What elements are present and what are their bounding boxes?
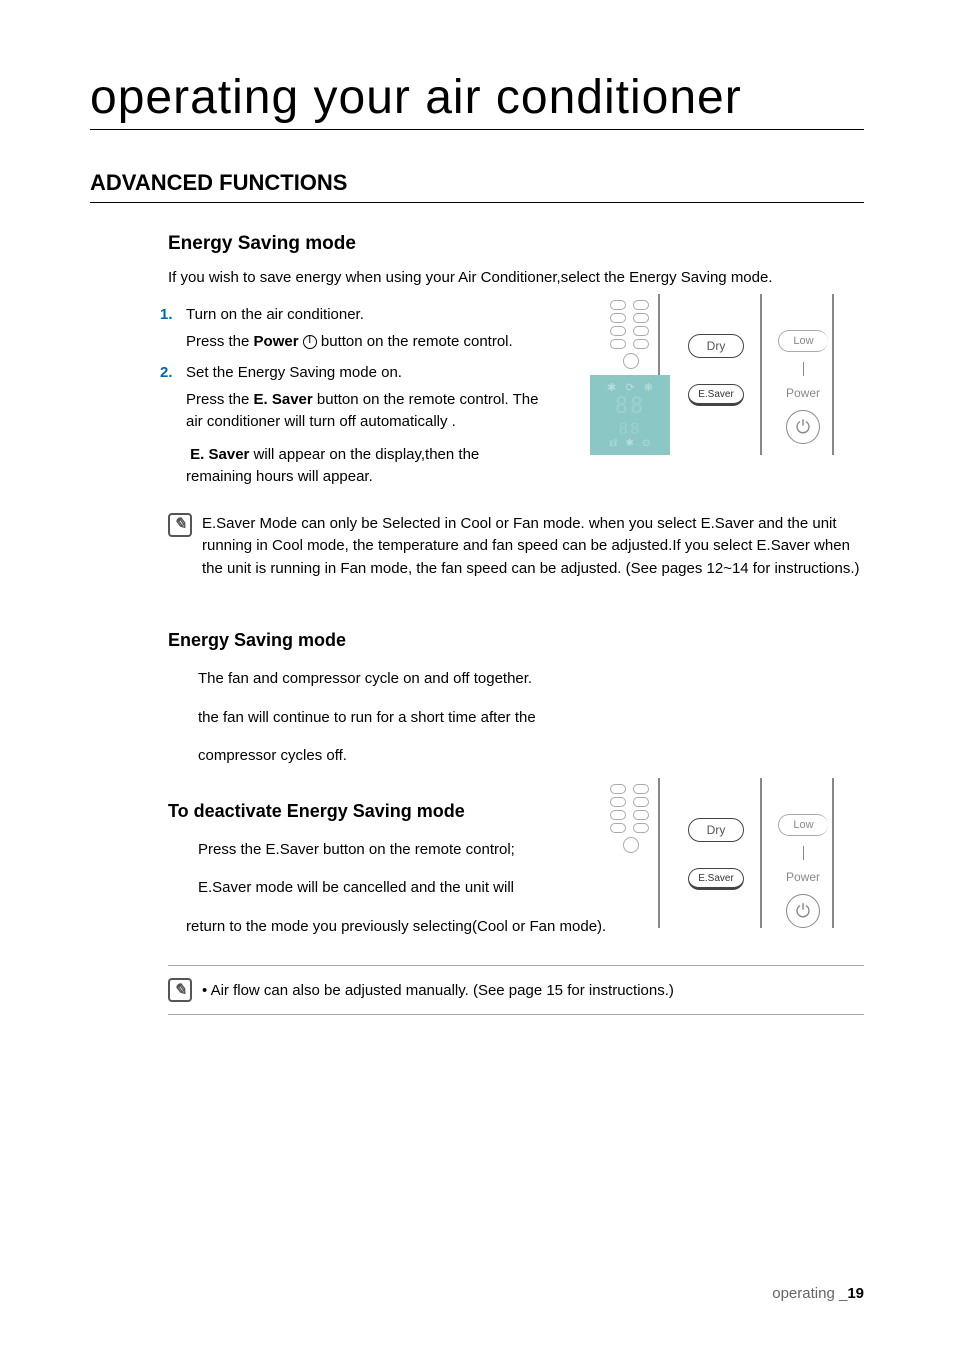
remote-pill-icon [633,300,649,310]
remote-pill-icon [633,313,649,323]
divider-line [803,846,804,860]
remote-pill-icon [633,823,649,833]
low-button: Low [778,814,828,836]
remote-pill-icon [610,810,626,820]
body-paragraph: compressor cycles off. [198,742,864,771]
subheading-energy-saving-2: Energy Saving mode [168,630,864,651]
remote-pill-icon [610,823,626,833]
remote-display: ✱ ⟳ ❋ 88 88 εℓ ✱ ⊙ [590,375,670,455]
remote-left-column: ✱ ⟳ ❋ 88 88 εℓ ✱ ⊙ [604,294,660,455]
dry-button: Dry [688,818,744,842]
remote-pill-icon [610,326,626,336]
page-footer: operating _19 [772,1285,864,1302]
intro-text: If you wish to save energy when using yo… [168,269,864,286]
remote-diagram-bottom: Dry E.Saver Low Power ⏻ [604,778,834,928]
power-button: ⏻ [786,410,820,444]
text-fragment: button on the remote control. [317,333,513,350]
display-segment: 88 [618,419,641,438]
note-icon: ✎ [168,513,192,537]
power-button: ⏻ [786,894,820,928]
remote-right-panel: Low Power ⏻ [774,778,834,928]
remote-mid-panel: Dry E.Saver [672,294,762,455]
text-bold: E. Saver [254,391,313,408]
dry-button: Dry [688,334,744,358]
text-bold: E. Saver [190,446,249,463]
remote-pill-icon [633,326,649,336]
remote-pill-icon [633,810,649,820]
note-icon: ✎ [168,978,192,1002]
body-paragraph: the fan will continue to run for a short… [198,704,864,733]
remote-left-column [604,778,660,928]
page-title: operating your air conditioner [90,70,864,130]
body-paragraph: The fan and compressor cycle on and off … [198,665,864,694]
text-fragment: Press the [186,333,254,350]
note-text: E.Saver Mode can only be Selected in Coo… [202,513,864,581]
note-box-1: ✎ E.Saver Mode can only be Selected in C… [168,513,864,581]
power-label: Power [786,386,820,400]
section-heading: ADVANCED FUNCTIONS [90,170,864,203]
remote-pill-icon [633,784,649,794]
page-number: 19 [847,1285,864,1302]
remote-pill-icon [610,784,626,794]
remote-mid-panel: Dry E.Saver [672,778,762,928]
text-fragment: Press the [186,391,254,408]
remote-tiny-buttons [610,300,652,349]
subheading-energy-saving: Energy Saving mode [168,233,864,255]
remote-pill-icon [610,313,626,323]
display-segment: 88 [615,394,646,419]
remote-right-panel: Low Power ⏻ [774,294,834,455]
power-label: Power [786,870,820,884]
footer-label: operating _ [772,1285,847,1302]
remote-pill-icon [610,300,626,310]
low-button: Low [778,330,828,352]
remote-tiny-buttons [610,784,652,833]
esaver-button: E.Saver [688,868,744,890]
divider-line [803,362,804,376]
remote-pill-icon [610,797,626,807]
display-mode-icons: ✱ ⟳ ❋ [607,381,653,394]
display-footer-icons: εℓ ✱ ⊙ [609,438,650,449]
remote-circle-icon [623,837,639,853]
power-icon [303,335,317,349]
text-bold: Power [254,333,299,350]
note-text: • Air flow can also be adjusted manually… [202,982,864,999]
remote-circle-icon [623,353,639,369]
remote-pill-icon [610,339,626,349]
step-number: 1. [160,306,186,323]
remote-pill-icon [633,339,649,349]
power-icon: ⏻ [796,417,810,438]
note-box-2: ✎ • Air flow can also be adjusted manual… [168,965,864,1015]
power-icon: ⏻ [796,901,810,922]
remote-diagram-top: ✱ ⟳ ❋ 88 88 εℓ ✱ ⊙ Dry E.Saver Low Power… [604,294,834,455]
esaver-button: E.Saver [688,384,744,406]
step-number: 2. [160,364,186,381]
remote-pill-icon [633,797,649,807]
